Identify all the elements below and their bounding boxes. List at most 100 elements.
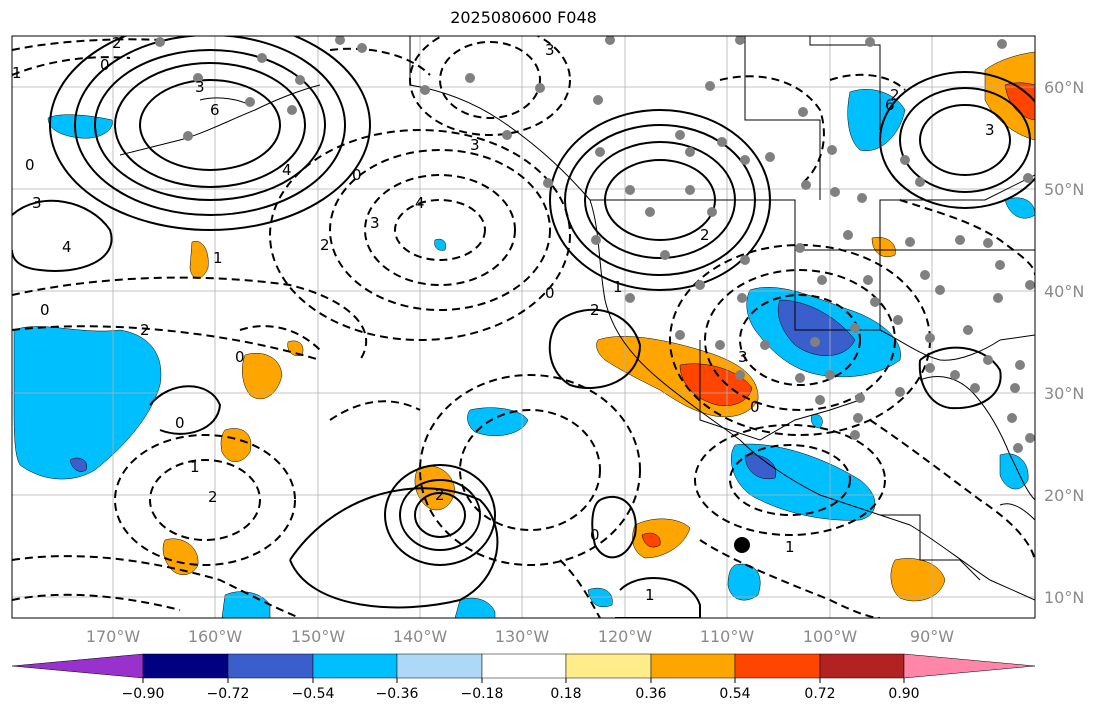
lon-label: 140°W (393, 627, 448, 646)
colorbar-tick-labels: −0.90 −0.72 −0.54 −0.36 −0.18 0.18 0.36 … (122, 686, 920, 702)
colorbar-ticks (142, 678, 905, 683)
contour-label: 0 (175, 414, 185, 432)
contour-label: 6 (885, 96, 895, 114)
contour-label: 2 (890, 86, 900, 104)
colorbar-tick-label: 0.36 (635, 686, 666, 702)
blue-region-west-core (69, 457, 88, 472)
colorbar-tick-label: −0.36 (376, 686, 419, 702)
contour-label: 1 (785, 538, 795, 556)
colorbar-min-extend (11, 653, 144, 679)
blue-region-bottom2 (454, 597, 496, 618)
contour-label: 2 (320, 236, 330, 254)
contour-label: 0 (352, 166, 362, 184)
map-title: 2025080600 F048 (450, 8, 597, 27)
contour-label: 3 (32, 194, 42, 212)
orange-region-1 (242, 352, 283, 400)
colorbar-tick-label: −0.18 (461, 686, 504, 702)
contour-label: 6 (210, 101, 220, 119)
blue-region-east2 (1004, 197, 1035, 219)
colorbar-swatch (227, 653, 314, 679)
contour-labels: 2 0 1 3 6 4 0 3 4 0 2 1 4 3 0 2 3 3 0 2 … (12, 34, 995, 604)
colorbar-swatch (312, 653, 398, 679)
lat-label: 30°N (1044, 384, 1084, 403)
contour-label: 0 (25, 156, 35, 174)
contour-label: 3 (195, 78, 205, 96)
colorbar-swatch (142, 653, 229, 679)
contour-label: 1 (12, 64, 22, 82)
contour-label: 2 (700, 226, 710, 244)
contour-label: 0 (750, 398, 760, 416)
orange-region-7 (189, 240, 209, 279)
lat-label: 10°N (1044, 588, 1084, 607)
blue-core-mexico (744, 454, 777, 480)
lon-label: 120°W (598, 627, 653, 646)
contour-label: 1 (613, 278, 623, 296)
orange-region-6 (162, 538, 199, 575)
solid-contours (12, 36, 1035, 618)
blue-small-1 (434, 238, 446, 251)
contour-label: 4 (62, 238, 72, 256)
contour-label: 0 (590, 526, 600, 544)
lon-label: 100°W (803, 627, 858, 646)
colorbar-max-extend (903, 653, 1036, 679)
contour-label: 3 (370, 214, 380, 232)
colorbar-tick-label: −0.72 (207, 686, 250, 702)
colorbar-swatch (650, 653, 736, 679)
contour-label: 2 (435, 486, 445, 504)
lat-label: 20°N (1044, 486, 1084, 505)
lat-label: 50°N (1044, 180, 1084, 199)
contour-label: 1 (190, 458, 200, 476)
contour-label: 3 (738, 348, 748, 366)
colorbar-swatch (481, 653, 567, 679)
contour-label: 4 (415, 194, 425, 212)
contour-label: 1 (645, 586, 655, 604)
blue-small-2 (811, 414, 823, 429)
orange-region-4 (890, 558, 946, 602)
contour-label: 3 (545, 41, 555, 59)
colorbar-tick-label: −0.54 (292, 686, 335, 702)
contour-label: 2 (140, 321, 150, 339)
colorbar-swatch (819, 653, 905, 679)
shaded-anomaly-regions (13, 51, 1035, 618)
dashed-contours (12, 36, 1035, 618)
graticule (12, 36, 1035, 618)
colorbar-swatch (734, 653, 821, 679)
map-frame (11, 35, 1036, 619)
contour-label: 4 (282, 161, 292, 179)
lon-label: 150°W (291, 627, 346, 646)
latitude-labels: 60°N 50°N 40°N 30°N 20°N 10°N (1044, 78, 1084, 607)
lon-label: 170°W (86, 627, 141, 646)
colorbar-tick-label: 0.90 (888, 686, 919, 702)
contour-label: 0 (40, 301, 50, 319)
lon-label: 90°W (910, 627, 954, 646)
black-marker (734, 537, 750, 553)
blue-region-canada (847, 89, 906, 152)
contour-label: 2 (590, 301, 600, 319)
contour-label: 3 (985, 121, 995, 139)
contour-label: 0 (100, 56, 110, 74)
blue-region-south (727, 563, 761, 601)
lon-label: 110°W (700, 627, 755, 646)
longitude-labels: 170°W 160°W 150°W 140°W 130°W 120°W 110°… (86, 627, 954, 646)
blue-small-3 (587, 587, 613, 608)
blue-core-plains (777, 299, 856, 356)
blue-region-east (999, 453, 1029, 490)
colorbar-tick-label: 0.72 (804, 686, 835, 702)
colorbar-swatch (396, 653, 483, 679)
contour-label: 1 (213, 249, 223, 267)
map-panel: 2 0 1 3 6 4 0 3 4 0 2 1 4 3 0 2 3 3 0 2 … (12, 34, 1035, 618)
lat-label: 40°N (1044, 282, 1084, 301)
colorbar-tick-label: 0.54 (719, 686, 750, 702)
red-core-northeast (1004, 82, 1035, 121)
station-dots (155, 36, 1035, 453)
red-core-3 (641, 532, 661, 548)
contour-label: 2 (112, 34, 122, 52)
contour-label: 0 (545, 284, 555, 302)
colorbar-tick-label: 0.18 (550, 686, 581, 702)
colorbar (11, 653, 1036, 679)
contour-label: 3 (470, 136, 480, 154)
blue-region-central (467, 407, 529, 437)
colorbar-tick-label: −0.90 (122, 686, 165, 702)
contour-label: 0 (235, 348, 245, 366)
